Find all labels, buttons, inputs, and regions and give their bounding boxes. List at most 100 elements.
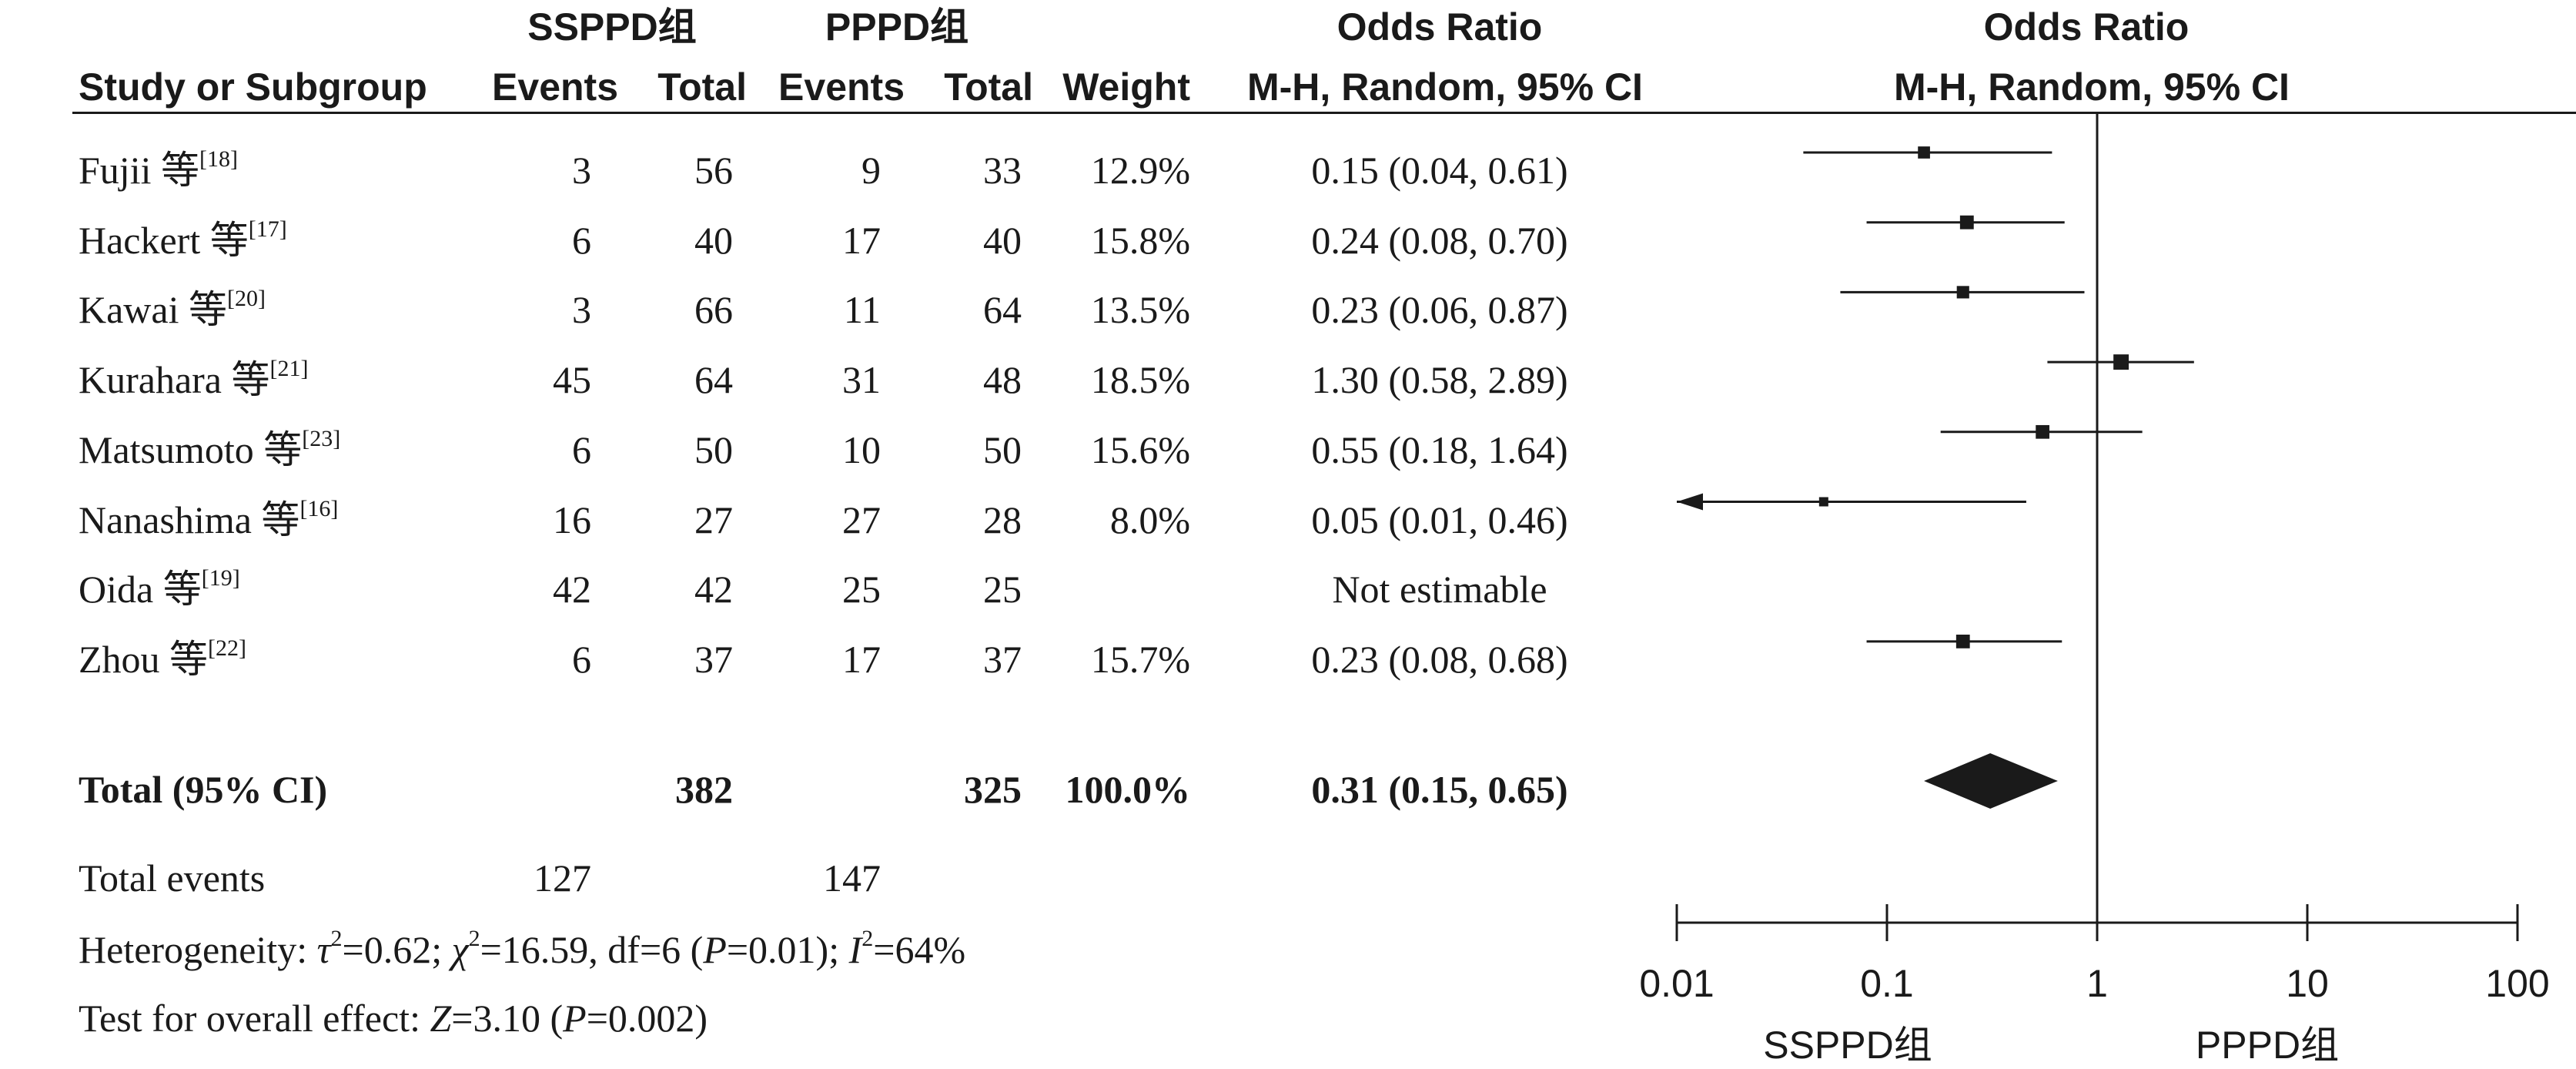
study-total1: 56: [694, 149, 733, 192]
study-total1: 27: [694, 498, 733, 541]
total-label: Total (95% CI): [79, 768, 328, 811]
study-events2: 17: [842, 638, 881, 681]
study-weight: 15.8%: [1090, 219, 1190, 262]
ci-arrow: [1677, 493, 1703, 511]
total-t1: 382: [675, 768, 733, 811]
col-events1-header: Events: [492, 65, 618, 109]
study-weight: 15.7%: [1090, 638, 1190, 681]
study-total2: 28: [983, 498, 1022, 541]
x-tick-label: 0.01: [1639, 962, 1715, 1005]
study-total2: 33: [983, 149, 1022, 192]
heterogeneity-text: Heterogeneity: τ2=0.62; χ2=16.59, df=6 (…: [79, 926, 966, 971]
study-or-ci: 0.05 (0.01, 0.46): [1311, 498, 1568, 541]
study-events2: 25: [842, 568, 881, 611]
study-name: Zhou 等: [79, 638, 209, 681]
col-method-header: M-H, Random, 95% CI: [1247, 65, 1643, 109]
study-events1: 6: [572, 219, 591, 262]
study-reference: [22]: [208, 635, 247, 661]
study-or-ci: 0.24 (0.08, 0.70): [1311, 219, 1568, 262]
study-events2: 9: [861, 149, 881, 192]
study-reference: [16]: [299, 496, 339, 521]
x-tick-label: 10: [2286, 962, 2329, 1005]
point-estimate: [1955, 635, 1970, 648]
study-name: Fujii 等: [79, 149, 199, 192]
study-or-ci: 0.23 (0.06, 0.87): [1311, 288, 1568, 331]
point-estimate: [2036, 424, 2049, 439]
study-label: Nanashima 等[16]: [79, 498, 338, 541]
study-name: Matsumoto 等: [79, 428, 303, 471]
study-weight: 12.9%: [1090, 149, 1190, 192]
study-label: Hackert 等[17]: [79, 218, 287, 262]
study-reference: [23]: [302, 426, 341, 451]
study-name: Hackert 等: [79, 219, 249, 262]
group1-header: SSPPD组: [527, 5, 697, 49]
study-weight: 18.5%: [1090, 358, 1190, 401]
point-estimate: [1818, 497, 1828, 507]
study-total2: 25: [983, 568, 1022, 611]
plot-method-header: M-H, Random, 95% CI: [1894, 65, 2290, 109]
study-events1: 42: [553, 568, 591, 611]
study-events1: 3: [572, 149, 591, 192]
study-events1: 6: [572, 428, 591, 471]
study-events1: 45: [553, 358, 591, 401]
study-total1: 42: [694, 568, 733, 611]
study-or-ci: 0.15 (0.04, 0.61): [1311, 149, 1568, 192]
total-events-e1: 127: [534, 856, 591, 900]
study-events2: 31: [842, 358, 881, 401]
col-events2-header: Events: [778, 65, 905, 109]
study-name: Oida 等: [79, 568, 202, 611]
study-label: Fujii 等[18]: [79, 148, 238, 192]
study-events2: 27: [842, 498, 881, 541]
study-events2: 11: [843, 288, 881, 331]
or-column-title: Odds Ratio: [1337, 5, 1543, 49]
total-ci: 0.31 (0.15, 0.65): [1311, 768, 1568, 811]
study-total2: 37: [983, 638, 1022, 681]
study-total1: 66: [694, 288, 733, 331]
axis-right-label: PPPD组: [2195, 1024, 2340, 1067]
study-total2: 48: [983, 358, 1022, 401]
study-events2: 10: [842, 428, 881, 471]
study-name: Kawai 等: [79, 288, 227, 331]
study-events1: 6: [572, 638, 591, 681]
col-weight-header: Weight: [1062, 65, 1190, 109]
study-weight: 15.6%: [1090, 428, 1190, 471]
study-label: Kawai 等[20]: [79, 287, 266, 331]
study-or-ci: 0.55 (0.18, 1.64): [1311, 428, 1568, 471]
x-tick-label: 1: [2086, 962, 2108, 1005]
study-total1: 50: [694, 428, 733, 471]
study-weight: 8.0%: [1109, 498, 1190, 541]
x-tick-label: 100: [2485, 962, 2550, 1005]
point-estimate: [1918, 146, 1930, 159]
study-label: Zhou 等[22]: [79, 637, 246, 681]
study-reference: [17]: [248, 216, 287, 242]
study-name: Nanashima 等: [79, 498, 300, 541]
study-reference: [19]: [201, 565, 240, 591]
point-estimate: [2113, 354, 2129, 370]
study-total1: 37: [694, 638, 733, 681]
overall-effect-text: Test for overall effect: Z=3.10 (P=0.002…: [79, 997, 708, 1040]
x-tick-label: 0.1: [1860, 962, 1914, 1005]
study-total2: 64: [983, 288, 1022, 331]
col-total2-header: Total: [944, 65, 1033, 109]
study-reference: [20]: [227, 286, 266, 311]
total-events-label: Total events: [79, 856, 266, 900]
study-reference: [21]: [269, 356, 309, 381]
study-total2: 40: [983, 219, 1022, 262]
study-or-ci: 1.30 (0.58, 2.89): [1311, 358, 1568, 401]
study-events1: 3: [572, 288, 591, 331]
study-total1: 40: [694, 219, 733, 262]
total-t2: 325: [964, 768, 1022, 811]
study-name: Kurahara 等: [79, 358, 270, 401]
plot-title: Odds Ratio: [1983, 5, 2190, 49]
study-label: Oida 等[19]: [79, 567, 240, 611]
study-label: Kurahara 等[21]: [79, 357, 308, 401]
total-weight: 100.0%: [1065, 768, 1191, 811]
col-study-header: Study or Subgroup: [79, 65, 427, 109]
axis-left-label: SSPPD组: [1763, 1024, 1932, 1067]
study-label: Matsumoto 等[23]: [79, 427, 340, 471]
col-total1-header: Total: [657, 65, 747, 109]
pooled-diamond: [1924, 753, 2058, 809]
study-or-ci: Not estimable: [1332, 568, 1547, 611]
study-total1: 64: [694, 358, 733, 401]
